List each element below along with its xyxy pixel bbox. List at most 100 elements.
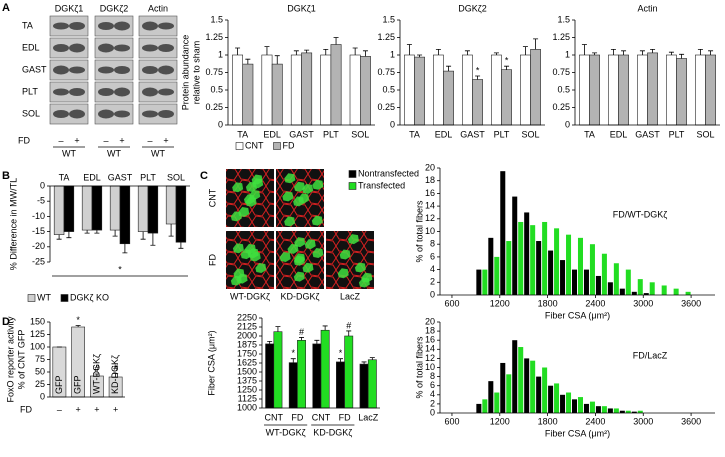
bar	[666, 54, 677, 126]
legend-swatch	[273, 142, 281, 150]
error-bar	[592, 52, 598, 55]
significance-marker: #	[299, 327, 304, 337]
transfected-fiber	[337, 268, 349, 279]
histogram-bar	[572, 399, 578, 413]
error-bar	[475, 75, 481, 80]
bar	[81, 185, 93, 231]
significance-marker: #	[94, 363, 99, 373]
y-tick-label: 8	[430, 371, 435, 381]
blot-band	[158, 88, 174, 96]
histogram-bar	[548, 385, 554, 413]
histogram-bar	[530, 225, 536, 295]
error-bar	[94, 373, 100, 376]
error-bar	[504, 65, 510, 70]
transfected-fiber	[302, 262, 314, 273]
transfected-fiber	[284, 173, 296, 184]
histogram-bar	[649, 282, 655, 295]
y-tick-label: 16	[425, 335, 435, 345]
blot-band	[142, 110, 158, 118]
blot-band	[158, 22, 174, 30]
annotation: FD/WT-DGKζ	[613, 209, 667, 219]
y-tick-label: 10	[425, 226, 435, 236]
y-tick-label: 125	[30, 329, 45, 339]
x-tick-label: TA	[59, 172, 70, 182]
y-tick-label: 1.25	[377, 32, 395, 42]
x-tick-label: FD	[291, 412, 303, 422]
histogram-bar	[577, 237, 583, 295]
bar	[443, 70, 454, 126]
error-bar	[639, 50, 645, 55]
x-tick-label: PLT	[494, 129, 510, 139]
y-tick-label: 18	[425, 175, 435, 185]
x-tick-label: 3600	[681, 416, 701, 426]
error-bar	[245, 58, 251, 65]
x-tick-label: 2400	[585, 298, 605, 308]
x-tick-label: WT-DGKζ	[91, 354, 101, 394]
y-tick-label: 0.75	[377, 67, 395, 77]
condition-sign: +	[94, 404, 99, 414]
legend-swatch	[348, 182, 357, 190]
significance-marker: *	[76, 315, 80, 325]
error-bar	[112, 230, 118, 237]
bar	[589, 54, 600, 126]
error-bar	[113, 373, 119, 377]
histogram-bar	[506, 241, 512, 295]
histogram-bar	[607, 408, 613, 413]
bar	[271, 63, 283, 126]
error-bar	[464, 50, 470, 55]
x-tick-label: SOL	[351, 129, 369, 139]
x-tick-label: PLT	[140, 172, 156, 182]
histogram-bar	[572, 269, 578, 295]
bar	[109, 185, 121, 231]
x-tick-label: 3000	[633, 298, 653, 308]
image-column-label: KD-DGKζ	[281, 291, 320, 301]
bar	[520, 54, 531, 126]
bar	[472, 79, 483, 126]
bar	[676, 58, 687, 126]
blot-column-label: Actin	[148, 3, 168, 13]
histogram-bar	[518, 347, 524, 413]
bar	[261, 54, 273, 126]
blot-band	[158, 65, 174, 75]
x-tick-label: TA	[409, 129, 420, 139]
legend-label: CNT	[245, 140, 264, 150]
histogram-bar	[566, 392, 572, 413]
bar	[330, 44, 342, 126]
transfected-fiber	[282, 191, 294, 202]
bar	[53, 185, 65, 235]
bar	[320, 54, 332, 126]
y-axis-label: % of CNT GFP	[16, 330, 26, 390]
condition-sign: –	[103, 135, 108, 145]
error-bar	[94, 230, 100, 234]
x-axis-label: Fiber CSA (μm²)	[545, 428, 610, 438]
histogram-bar	[637, 279, 643, 295]
histogram-bar	[583, 403, 589, 413]
transfected-fiber	[252, 178, 264, 189]
error-bar	[314, 339, 320, 344]
condition-label: FD	[20, 404, 32, 414]
histogram-bar	[482, 269, 488, 295]
y-axis-label: Protein abundance	[180, 35, 190, 111]
legend-label: Nontransfected	[358, 168, 419, 178]
bar	[320, 329, 330, 409]
transfected-fiber	[232, 182, 244, 193]
transfected-fiber	[255, 263, 267, 274]
error-bar	[290, 358, 296, 363]
y-tick-label: -10	[32, 211, 45, 221]
histogram-bar	[637, 410, 643, 413]
bar	[349, 54, 361, 126]
y-tick-label: 0.5	[557, 84, 570, 94]
y-tick-label: 12	[425, 353, 435, 363]
image-column-label: WT-DGKζ	[230, 291, 270, 301]
y-axis-label: % Difference in MW/TL	[8, 178, 18, 270]
y-tick-label: 2250	[237, 312, 257, 322]
legend-label: Transfected	[358, 180, 405, 190]
y-tick-label: -20	[32, 241, 45, 251]
bar	[147, 185, 159, 234]
x-tick-label: 1200	[490, 298, 510, 308]
x-tick-label: PLT	[669, 129, 685, 139]
x-tick-label: 600	[444, 416, 459, 426]
histogram-bar	[542, 367, 548, 413]
condition-sign: +	[74, 135, 79, 145]
bar	[705, 54, 716, 126]
